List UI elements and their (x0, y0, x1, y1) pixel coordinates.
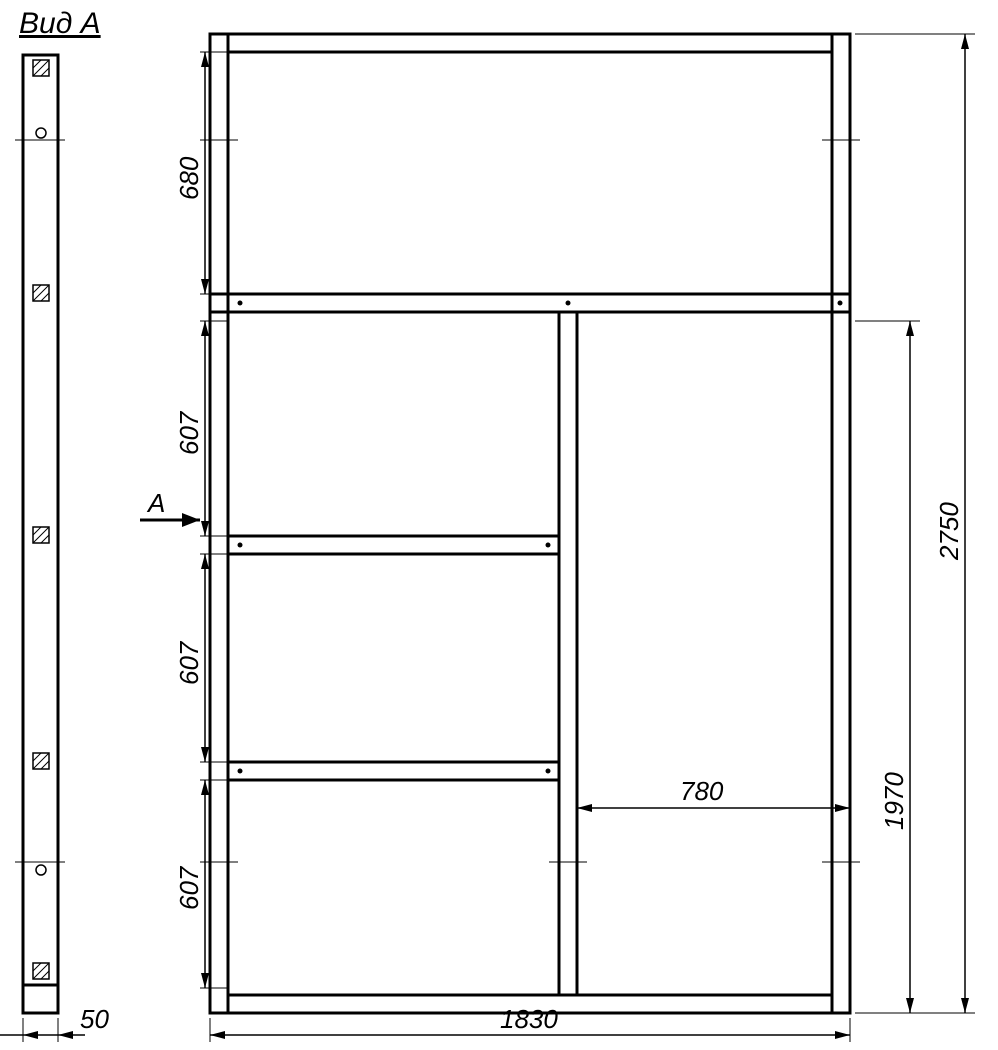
fastener-dot (566, 301, 571, 306)
joint-hatch-2 (33, 285, 49, 301)
fastener-dot (838, 301, 843, 306)
view-title: Вид А (19, 7, 101, 40)
fastener-dot (238, 769, 243, 774)
dim-section-1: 607 (174, 410, 204, 455)
joint-hatch-3 (33, 527, 49, 543)
joint-hatch-5 (33, 963, 49, 979)
fastener-dot (546, 543, 551, 548)
fastener-dot (238, 301, 243, 306)
dim-section-3: 607 (174, 865, 204, 910)
joint-hatch-1 (33, 60, 49, 76)
dim-side-width: 50 (80, 1004, 109, 1034)
fastener-dot (546, 769, 551, 774)
dim-total-height: 2750 (934, 502, 964, 561)
hole-circle-2 (36, 865, 46, 875)
dim-inner-right: 780 (680, 776, 724, 806)
fastener-dot (238, 543, 243, 548)
hole-circle-1 (36, 128, 46, 138)
technical-drawing: Вид А (0, 0, 998, 1050)
dim-lower-height: 1970 (879, 772, 909, 830)
view-arrow-label: А (146, 488, 165, 518)
dim-main-width: 1830 (500, 1004, 558, 1034)
dim-top-section: 680 (174, 156, 204, 200)
joint-hatch-4 (33, 753, 49, 769)
main-view: 680 607 607 607 А 1830 (140, 34, 975, 1042)
side-view: 50 (0, 55, 109, 1042)
dim-section-2: 607 (174, 640, 204, 685)
